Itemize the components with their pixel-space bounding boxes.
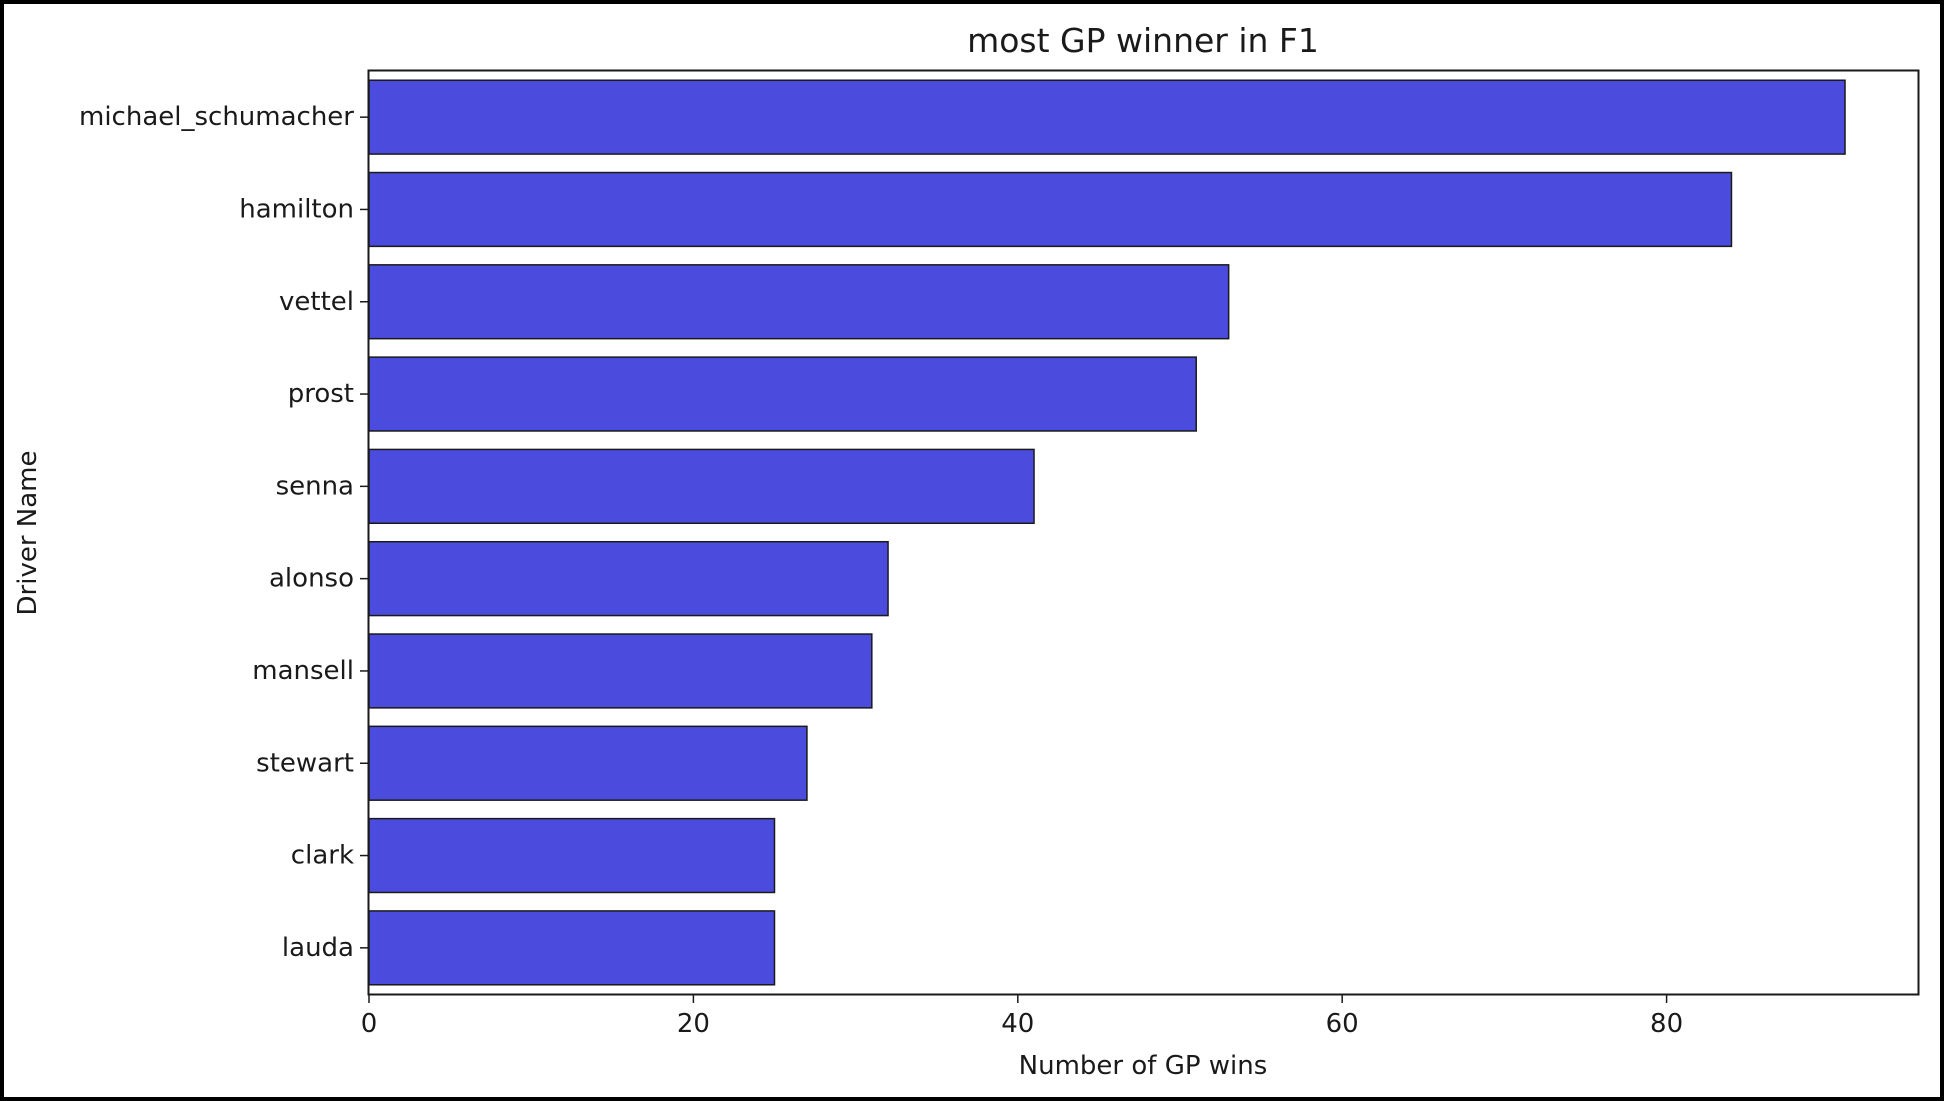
x-tick-label: 40 xyxy=(1001,1009,1034,1039)
y-axis-ticks: michael_schumacher hamilton vettel prost sen… xyxy=(79,102,369,963)
y-tick-label: michael_schumacher xyxy=(79,102,354,132)
y-tick-label: prost xyxy=(288,379,354,409)
y-tick-label: senna xyxy=(276,471,354,501)
y-axis-label: Driver Name xyxy=(13,451,43,616)
y-tick-label: vettel xyxy=(279,287,354,317)
plot-area-frame xyxy=(367,69,1920,996)
x-tick-label: 80 xyxy=(1650,1009,1683,1039)
y-tick-label: mansell xyxy=(252,656,354,686)
y-tick-label: hamilton xyxy=(239,194,354,224)
bar-lauda xyxy=(368,910,776,986)
bar-stewart xyxy=(368,725,808,801)
bar-michael_schumacher xyxy=(368,79,1846,155)
y-tick-label: stewart xyxy=(256,748,354,778)
bar-clark xyxy=(368,817,776,894)
bar-alonso xyxy=(368,540,889,617)
bar-hamilton xyxy=(368,171,1733,248)
x-tick-label: 0 xyxy=(361,1009,378,1039)
y-tick-label: lauda xyxy=(282,933,354,963)
x-axis-ticks: 0 20 40 60 80 xyxy=(361,994,1683,1039)
bar-senna xyxy=(368,448,1035,525)
bars-group xyxy=(368,79,1846,986)
chart-title: most GP winner in F1 xyxy=(967,21,1319,60)
bar-mansell xyxy=(368,633,873,709)
x-axis-label: Number of GP wins xyxy=(1019,1051,1268,1081)
x-tick-label: 60 xyxy=(1326,1009,1359,1039)
y-tick-label: alonso xyxy=(269,564,354,594)
y-tick-label: clark xyxy=(291,841,354,871)
bar-chart: most GP winner in F1 michael_schumacherh… xyxy=(13,21,1920,1081)
bar-prost xyxy=(368,356,1197,432)
x-tick-label: 20 xyxy=(677,1009,710,1039)
bar-vettel xyxy=(368,264,1230,340)
